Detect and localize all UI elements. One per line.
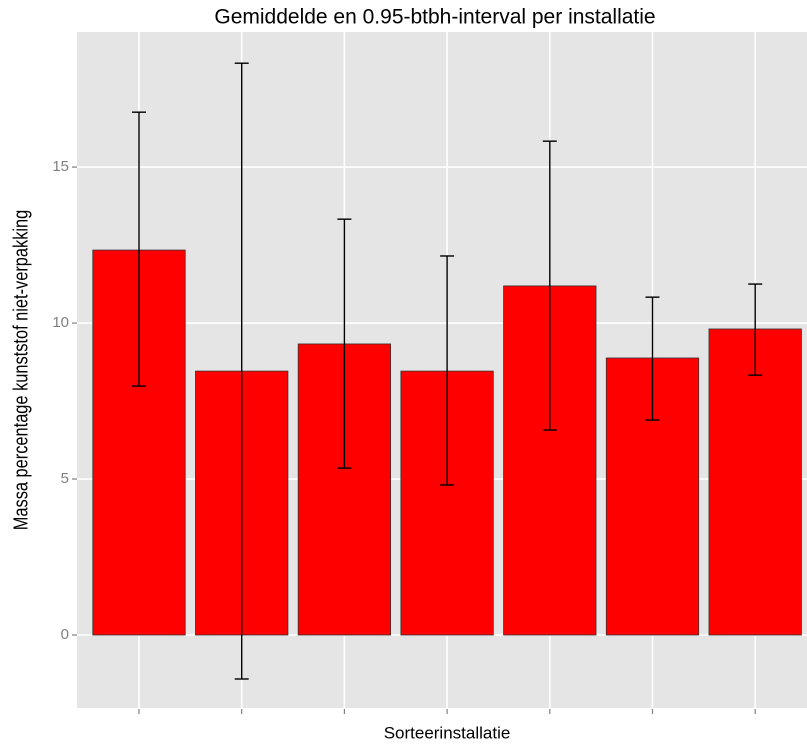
y-tick-label: 15	[52, 158, 69, 175]
y-axis-label: Massa percentage kunststof niet-verpakki…	[9, 210, 32, 530]
chart-title: Gemiddelde en 0.95-btbh-interval per ins…	[214, 6, 655, 29]
y-tick-label: 0	[61, 626, 69, 643]
y-tick-label: 5	[61, 470, 69, 487]
bar	[708, 328, 802, 636]
x-axis-label: Sorteerinstallatie	[384, 723, 511, 742]
y-tick-label: 10	[52, 314, 69, 331]
